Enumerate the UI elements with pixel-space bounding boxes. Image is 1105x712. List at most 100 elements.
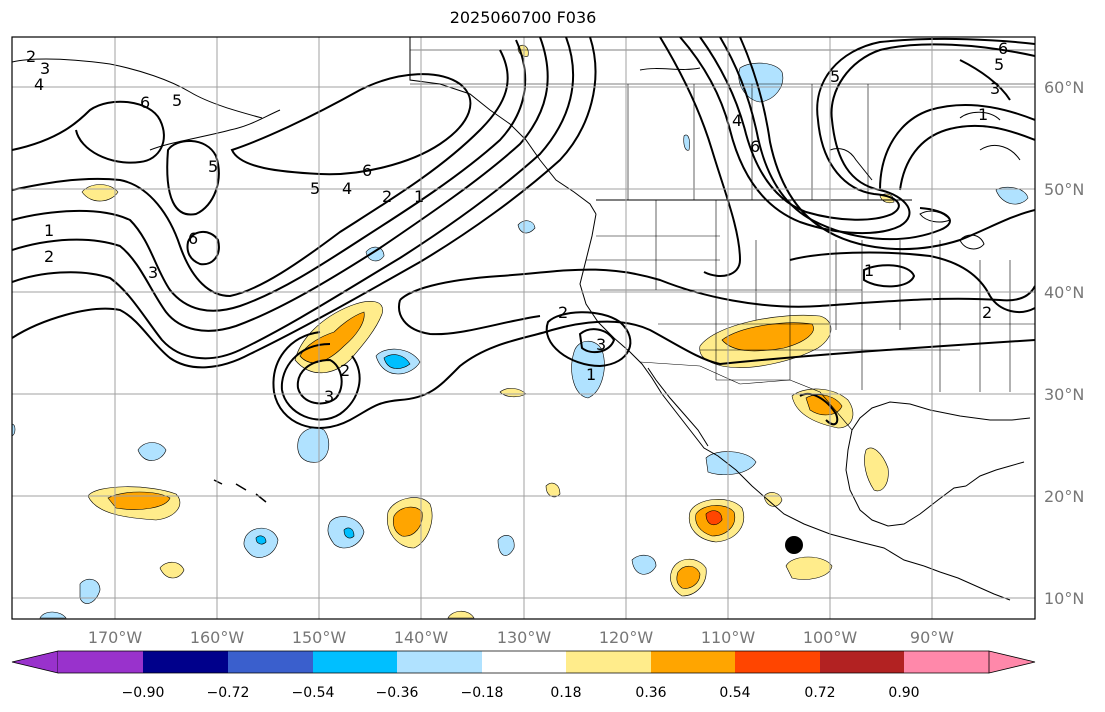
coastline [829, 147, 873, 181]
colorbar-extend-high [988, 650, 1036, 674]
colorbar-bin [482, 651, 566, 673]
border [716, 379, 853, 431]
negative-anomaly-area [137, 442, 167, 461]
coastline [639, 67, 701, 71]
lon-tick-label: 90°W [910, 628, 954, 647]
contour-label: 3 [40, 59, 50, 78]
colorbar-bin [397, 651, 482, 673]
contour-label: 4 [34, 75, 44, 94]
lon-tick-label: 160°W [190, 628, 245, 647]
contour-label: 2 [26, 47, 36, 66]
contour-line [280, 343, 361, 421]
contour-label: 5 [830, 67, 840, 86]
colorbar-bin [735, 651, 820, 673]
contour-label: 3 [990, 79, 1000, 98]
border [655, 200, 863, 390]
lon-tick-label: 140°W [394, 628, 449, 647]
contour-line [659, 37, 742, 277]
contour-line [959, 59, 1011, 101]
contour-line [739, 37, 1035, 251]
contour-label: 5 [310, 179, 320, 198]
contour-label: 6 [140, 93, 150, 112]
contour-label: 1 [414, 187, 424, 206]
colorbar-bin [58, 651, 143, 673]
contour-label: 3 [148, 263, 158, 282]
lon-tick-label: 110°W [701, 628, 756, 647]
contour-label: 1 [44, 221, 54, 240]
contour-label: 6 [750, 137, 760, 156]
coastline [409, 37, 597, 215]
contour-line [296, 358, 343, 405]
lon-tick-label: 170°W [88, 628, 143, 647]
positive-anomaly-area [299, 311, 365, 363]
negative-anomaly-area [39, 611, 67, 619]
positive-anomaly-area [545, 482, 561, 498]
map-frame [11, 36, 1036, 620]
contour-label: 6 [362, 161, 372, 180]
contour-label: 6 [998, 39, 1008, 58]
contour-line [789, 251, 1035, 313]
negative-anomaly-area [497, 535, 515, 556]
colorbar-bin [651, 651, 735, 673]
negative-anomaly-area [683, 134, 690, 151]
contour-label: 2 [558, 303, 568, 322]
contour-line [230, 73, 472, 176]
contour-line [398, 299, 541, 336]
contour-line [12, 100, 165, 164]
contour-line [12, 37, 575, 360]
contour-line [12, 37, 597, 369]
colorbar-tick-label: 0.36 [635, 685, 666, 701]
colorbar-tick-label: 0.72 [804, 685, 835, 701]
colorbar-bin [228, 651, 313, 673]
negative-anomaly-area [383, 354, 411, 369]
positive-anomaly-area [705, 510, 723, 526]
lat-tick-label: 60°N [1044, 78, 1084, 97]
border [410, 49, 1035, 85]
colorbar-bin [313, 651, 397, 673]
latitude-axis: 60°N 50°N 40°N 30°N 20°N 10°N [1044, 78, 1084, 608]
colorbar-tick-label: 0.90 [888, 685, 919, 701]
colorbar-extend-low [11, 650, 59, 674]
contour-label: 5 [994, 55, 1004, 74]
negative-anomaly-area [255, 535, 267, 545]
colorbar-tick-label: −0.36 [376, 685, 419, 701]
contour-line [899, 124, 1035, 191]
contour-line [863, 264, 916, 288]
contour-label: 6 [188, 229, 198, 248]
colorbar-tick-label: −0.18 [461, 685, 504, 701]
colorbar-tick-label: 0.54 [719, 685, 750, 701]
contour-label: 4 [732, 111, 742, 130]
coastline [965, 461, 1025, 487]
lat-tick-label: 40°N [1044, 283, 1084, 302]
positive-anomaly-area [785, 556, 833, 580]
contour-labels: 2 3 4 6 5 5 6 5 4 2 1 6 3 1 2 2 3 2 3 1 … [26, 39, 1008, 406]
colorbar-tick-label: −0.72 [207, 685, 250, 701]
contour-line [12, 37, 549, 332]
colorbar-bin [143, 651, 228, 673]
contour-label: 1 [978, 105, 988, 124]
lon-tick-label: 120°W [599, 628, 654, 647]
lon-tick-label: 130°W [497, 628, 552, 647]
contour-line [879, 104, 1035, 191]
positive-anomaly-area [447, 610, 475, 619]
contour-line [578, 328, 616, 354]
contour-label: 2 [340, 361, 350, 380]
colorbar-tick-label: −0.90 [122, 685, 165, 701]
border [627, 84, 869, 200]
contour-line [699, 37, 1035, 221]
contour-label: 2 [382, 187, 392, 206]
negative-anomaly-area [297, 427, 330, 463]
contour-line [679, 37, 1035, 235]
lon-tick-label: 150°W [292, 628, 347, 647]
contour-label: 5 [208, 157, 218, 176]
coastline [959, 234, 985, 250]
map-title: 2025060700 F036 [449, 8, 597, 27]
coastline [923, 565, 1011, 601]
contour-label: 1 [864, 261, 874, 280]
contour-line [166, 139, 220, 216]
contour-label: 3 [596, 335, 606, 354]
contour-label: 3 [324, 387, 334, 406]
negative-anomaly-area [79, 578, 101, 604]
colorbar-bin [566, 651, 651, 673]
